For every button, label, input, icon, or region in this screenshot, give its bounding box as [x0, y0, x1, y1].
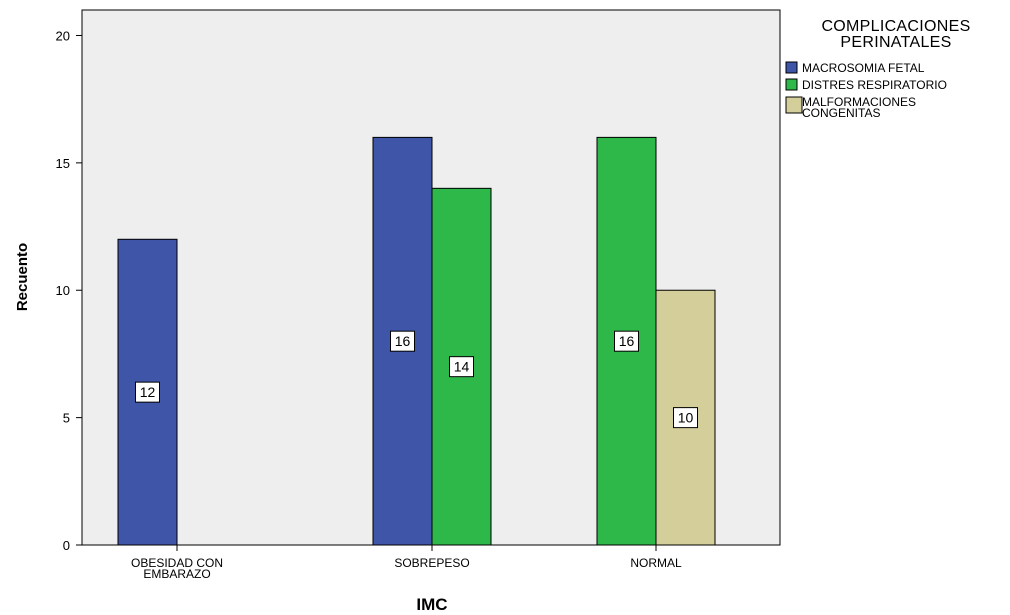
x-category-label: OBESIDAD CON EMBARAZO — [131, 556, 223, 581]
legend-swatch — [785, 96, 803, 114]
y-axis-title: Recuento — [14, 243, 31, 311]
y-tick-label: 20 — [56, 28, 70, 43]
data-label-box — [614, 330, 639, 352]
data-label-value: 12 — [140, 384, 156, 400]
x-category-label: SOBREPESO — [394, 556, 469, 570]
y-tick-label: 15 — [56, 156, 70, 171]
data-label-box — [449, 356, 474, 378]
legend-entry: MACROSOMIA FETAL — [785, 61, 925, 75]
legend-swatch — [785, 61, 798, 74]
data-label: 14 — [449, 356, 474, 378]
x-category-label: NORMAL — [630, 556, 682, 570]
y-axis: 0 5 10 15 20 — [56, 28, 82, 553]
data-label-box — [673, 407, 698, 429]
data-label: 12 — [135, 381, 160, 403]
legend-label: MACROSOMIA FETAL — [802, 61, 925, 75]
data-label-box — [390, 330, 415, 352]
legend-entry: DISTRES RESPIRATORIO — [785, 78, 947, 92]
legend-label: DISTRES RESPIRATORIO — [802, 78, 947, 92]
data-label: 16 — [614, 330, 639, 352]
y-tick-label: 10 — [56, 283, 70, 298]
legend-entry: MALFORMACIONES CONGENITAS — [785, 95, 916, 120]
legend-title: COMPLICACIONES PERINATALES — [821, 18, 970, 51]
data-label-value: 10 — [678, 410, 694, 426]
legend: COMPLICACIONES PERINATALES MACROSOMIA FETA… — [785, 18, 970, 120]
legend-swatch — [785, 78, 798, 91]
x-axis-title: IMC — [416, 595, 447, 614]
data-label-value: 14 — [454, 359, 470, 375]
y-tick-label: 0 — [63, 538, 70, 553]
data-label-value: 16 — [395, 333, 411, 349]
data-label: 16 — [390, 330, 415, 352]
legend-label: MALFORMACIONES CONGENITAS — [802, 95, 916, 120]
data-label: 10 — [673, 407, 698, 429]
data-label-value: 16 — [619, 333, 635, 349]
x-axis: OBESIDAD CON EMBARAZO SOBREPESO NORMAL — [131, 545, 682, 581]
data-label-box — [135, 381, 160, 403]
data-labels-group: 12 16 14 16 10 — [135, 330, 698, 429]
y-tick-label: 5 — [63, 411, 70, 426]
